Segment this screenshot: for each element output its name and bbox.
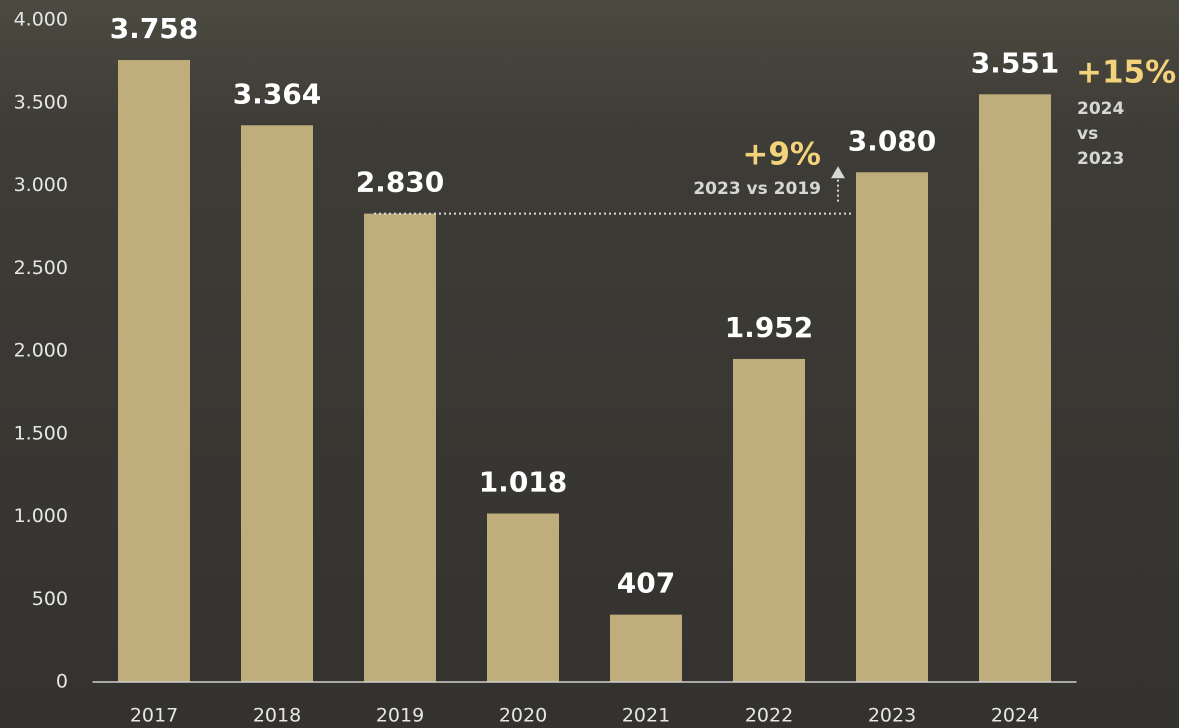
value-label: 3.080 [848, 124, 937, 157]
annotation: +9% [742, 137, 821, 173]
bar [610, 615, 682, 682]
x-tick-label: 2023 [868, 705, 916, 727]
value-label: 1.952 [725, 311, 814, 344]
y-tick-label: 4.000 [14, 9, 68, 31]
y-tick-label: 1.500 [14, 422, 68, 444]
x-tick-label: 2018 [253, 705, 301, 727]
annotation-subtext: 2023 [1077, 149, 1124, 169]
y-tick-label: 0 [56, 671, 68, 693]
value-label: 407 [617, 567, 675, 600]
y-tick-label: 1.000 [14, 505, 68, 527]
bar [979, 94, 1051, 682]
y-tick-label: 2.500 [14, 257, 68, 279]
value-label: 2.830 [356, 166, 445, 199]
y-tick-label: 2.000 [14, 340, 68, 362]
chart: 0 500 1.000 1.500 2.000 2.500 3.000 3.500 4.000 2… [0, 0, 1179, 728]
bar [118, 60, 190, 682]
value-label: 1.018 [479, 466, 568, 499]
annotation: +15% [1076, 55, 1176, 91]
bar [856, 172, 928, 682]
x-tick-label: 2020 [499, 705, 547, 727]
value-label: 3.551 [971, 46, 1060, 79]
x-tick-label: 2021 [622, 705, 670, 727]
bar [733, 359, 805, 682]
x-tick-label: 2019 [376, 705, 424, 727]
value-label: 3.758 [110, 12, 199, 45]
bar [487, 514, 559, 682]
annotation-subtext: 2024 [1077, 99, 1124, 119]
bar [241, 125, 313, 682]
annotation-subtext: 2023 vs 2019 [693, 179, 821, 199]
x-tick-label: 2024 [991, 705, 1039, 727]
y-tick-label: 500 [32, 588, 68, 610]
bar [364, 214, 436, 682]
x-tick-label: 2017 [130, 705, 178, 727]
annotation-subtext: vs [1077, 124, 1098, 144]
value-label: 3.364 [233, 77, 322, 110]
y-tick-label: 3.500 [14, 91, 68, 113]
y-tick-label: 3.000 [14, 174, 68, 196]
x-tick-label: 2022 [745, 705, 793, 727]
